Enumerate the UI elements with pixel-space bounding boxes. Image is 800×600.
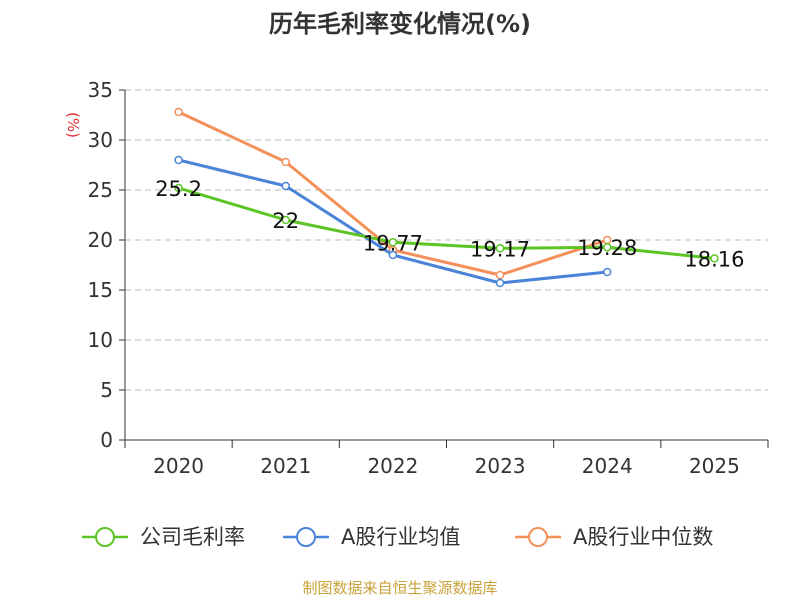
- series-line-1: [178, 158, 608, 285]
- chart-title: 历年毛利率变化情况(%): [269, 10, 531, 38]
- legend-label: 公司毛利率: [140, 525, 245, 549]
- y-axis-unit-label: (%): [64, 112, 82, 138]
- x-tick-label: 2024: [582, 454, 633, 478]
- y-tick-label: 10: [88, 328, 113, 352]
- legend[interactable]: 公司毛利率 A股行业均值 A股行业中位数: [82, 525, 713, 549]
- y-tick-label: 35: [88, 78, 113, 102]
- series-point-1-2[interactable]: [388, 250, 398, 260]
- x-tick-label: 2022: [367, 454, 418, 478]
- data-label: 19.17: [470, 237, 530, 261]
- x-tick-label: 2025: [689, 454, 740, 478]
- legend-item-2[interactable]: A股行业中位数: [515, 525, 713, 549]
- data-label: 19.28: [577, 236, 637, 260]
- y-tick-label: 15: [88, 278, 113, 302]
- x-tick-label: 2023: [475, 454, 526, 478]
- x-tick-label: 2020: [153, 454, 204, 478]
- series-point-1-4[interactable]: [603, 267, 612, 277]
- series-point-1-0[interactable]: [174, 155, 183, 165]
- series-point-0-3[interactable]: [495, 244, 505, 253]
- y-tick-label: 5: [100, 378, 113, 402]
- series-point-0-4[interactable]: [603, 242, 612, 252]
- data-label: 25.2: [155, 177, 202, 201]
- legend-marker: [296, 527, 316, 547]
- series-point-2-0[interactable]: [174, 107, 183, 117]
- series-lines: [174, 107, 719, 288]
- series-point-2-1[interactable]: [281, 157, 290, 167]
- legend-label: A股行业均值: [341, 525, 460, 549]
- y-tick-label: 30: [88, 128, 113, 152]
- series-point-0-5[interactable]: [710, 254, 719, 263]
- series-point-2-3[interactable]: [495, 270, 505, 280]
- grid-lines: [125, 89, 768, 391]
- legend-marker: [95, 527, 115, 547]
- legend-marker: [528, 527, 548, 547]
- y-tick-label: 25: [88, 178, 113, 202]
- series-line-0: [178, 186, 715, 260]
- series-point-1-1[interactable]: [281, 181, 290, 191]
- legend-label: A股行业中位数: [573, 525, 713, 549]
- source-note: 制图数据来自恒生聚源数据库: [302, 579, 497, 597]
- y-tick-label: 0: [100, 428, 113, 452]
- series-point-0-0[interactable]: [174, 183, 183, 193]
- data-labels: 25.2 22 19.77 19.17 19.28 18.16: [155, 177, 744, 271]
- y-tick-label: 20: [88, 228, 113, 252]
- series-point-1-3[interactable]: [495, 278, 505, 288]
- series-point-0-2[interactable]: [388, 238, 398, 247]
- legend-item-1[interactable]: A股行业均值: [283, 525, 460, 549]
- data-label: 19.77: [363, 231, 423, 255]
- data-label: 22: [272, 209, 299, 233]
- data-label: 18.16: [684, 247, 744, 271]
- x-tick-label: 2021: [260, 454, 311, 478]
- legend-item-0[interactable]: 公司毛利率: [82, 525, 245, 549]
- series-point-0-1[interactable]: [281, 215, 290, 225]
